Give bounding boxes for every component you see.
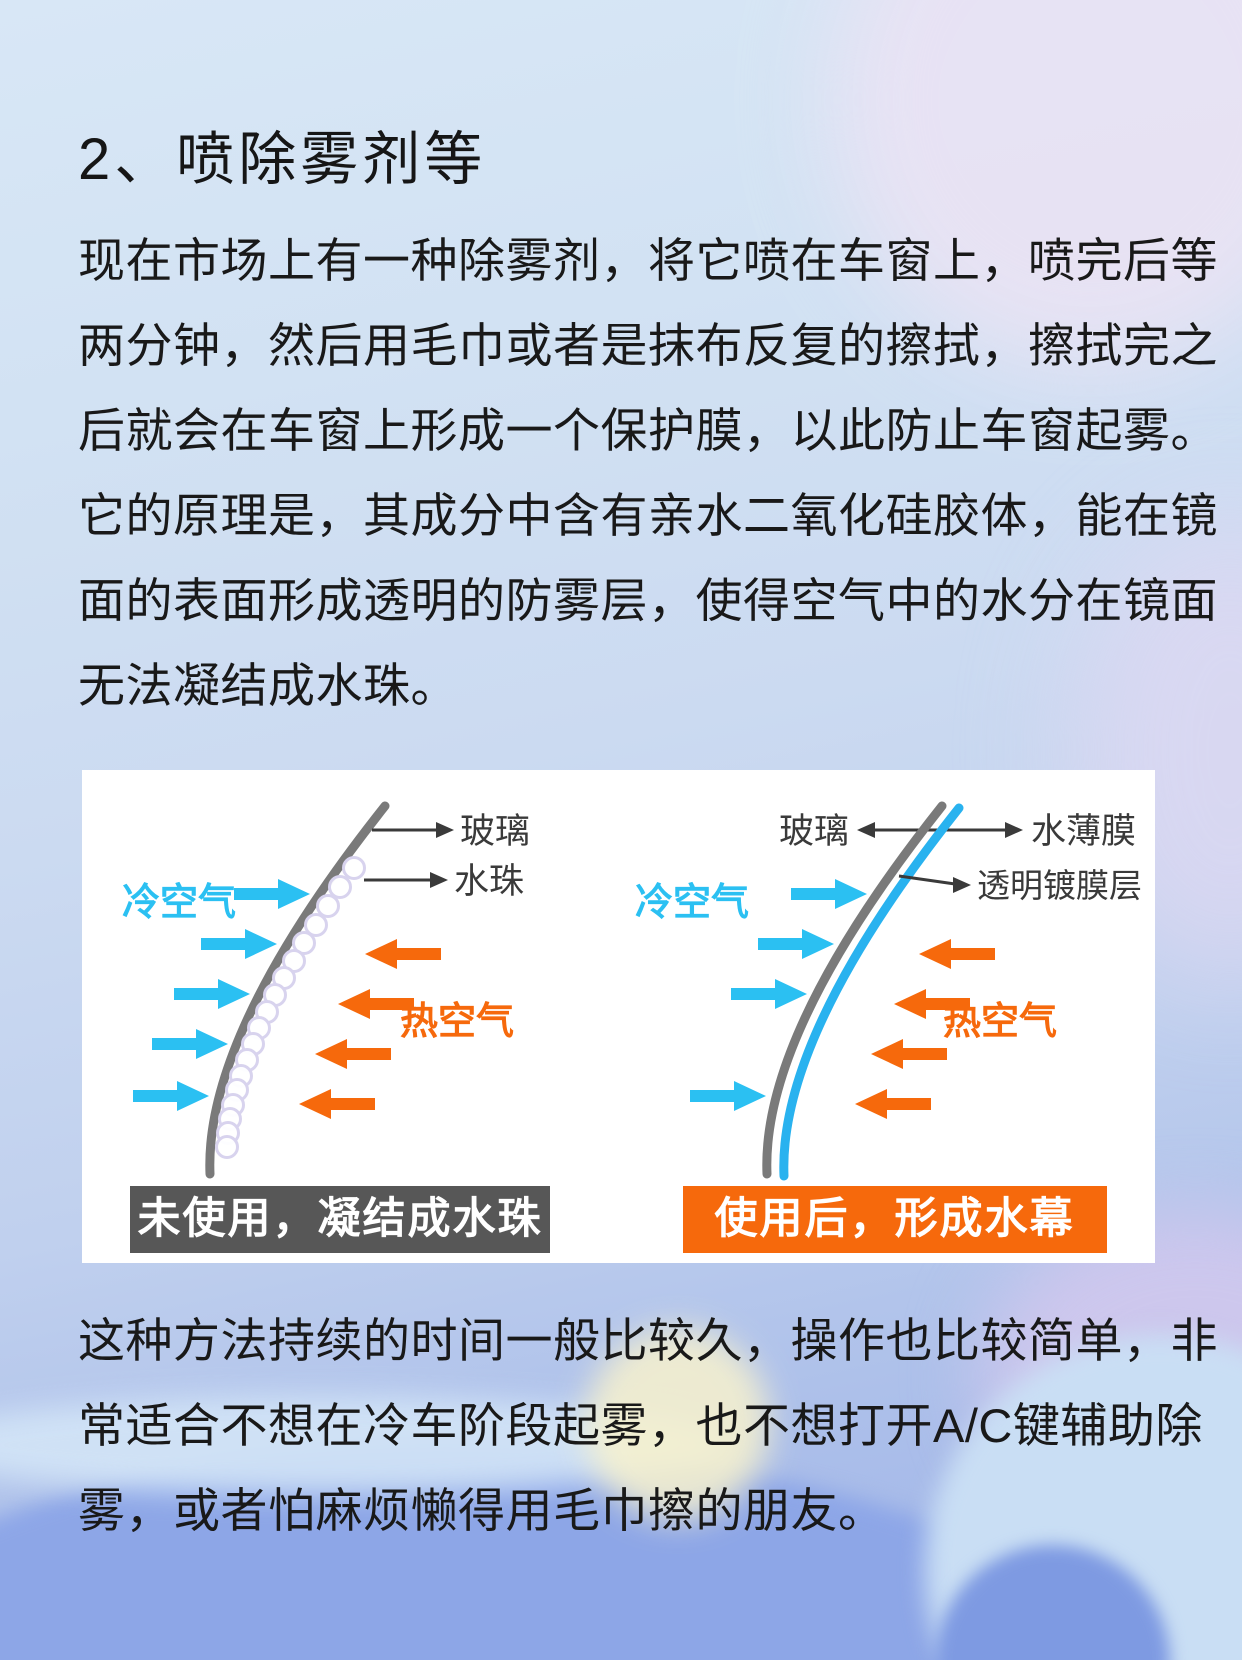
cold-air-label: 冷空气: [635, 882, 749, 924]
text-line: 这种方法持续的时间一般比较久，操作也比较简单，非: [78, 1314, 1218, 1367]
coating-label: 透明镀膜层: [977, 867, 1142, 904]
water-droplets: [215, 856, 366, 1159]
glass-leader-arrowhead: [436, 822, 454, 838]
diagram-after: 玻璃 水薄膜 透明镀膜层 冷空气 热空气: [619, 770, 1156, 1263]
water-film-label: 水薄膜: [1031, 812, 1136, 851]
paragraph-intro: 现在市场上有一种除雾剂，将它喷在车窗上，喷完后等 两分钟，然后用毛巾或者是抹布反…: [78, 218, 1218, 728]
diagram-panel: 玻璃 水珠 冷空气 热空气: [82, 770, 1155, 1263]
diagram-before: 玻璃 水珠 冷空气 热空气: [82, 770, 619, 1263]
film-leader-arrowhead: [1004, 822, 1023, 838]
glass-label: 玻璃: [460, 812, 530, 851]
droplet-leader-arrowhead: [430, 872, 448, 888]
water-film-curve: [778, 803, 963, 1181]
glass-leader-arrowhead: [856, 822, 875, 838]
diagram-before-svg: 玻璃 水珠 冷空气 热空气: [122, 801, 530, 1179]
caption-before: 未使用，凝结成水珠: [130, 1186, 550, 1253]
text-line: 现在市场上有一种除雾剂，将它喷在车窗上，喷完后等: [78, 234, 1218, 287]
coating-leader-line: [898, 874, 955, 886]
text-line: 无法凝结成水珠。: [78, 659, 458, 712]
text-line: 两分钟，然后用毛巾或者是抹布反复的擦拭，擦拭完之: [78, 319, 1218, 372]
text-line: 雾，或者怕麻烦懒得用毛巾擦的朋友。: [78, 1484, 886, 1537]
text-line: 常适合不想在冷车阶段起雾，也不想打开A/C键辅助除: [78, 1399, 1203, 1452]
glass-curve: [205, 801, 390, 1179]
hot-air-label: 热空气: [400, 1001, 514, 1043]
paragraph-outro: 这种方法持续的时间一般比较久，操作也比较简单，非 常适合不想在冷车阶段起雾，也不…: [78, 1298, 1218, 1553]
droplet-label: 水珠: [454, 862, 524, 901]
text-line: 后就会在车窗上形成一个保护膜，以此防止车窗起雾。: [78, 404, 1218, 457]
cold-air-label: 冷空气: [122, 882, 236, 924]
caption-after: 使用后，形成水幕: [682, 1186, 1107, 1253]
text-line: 它的原理是，其成分中含有亲水二氧化硅胶体，能在镜: [78, 489, 1218, 542]
coating-leader-arrowhead: [952, 877, 971, 893]
glass-curve: [761, 801, 946, 1179]
glass-label: 玻璃: [778, 812, 848, 851]
text-line: 面的表面形成透明的防雾层，使得空气中的水分在镜面: [78, 574, 1218, 627]
bg-blob-yellow-glow: [585, 1328, 770, 1520]
diagram-after-svg: 玻璃 水薄膜 透明镀膜层 冷空气 热空气: [635, 801, 1142, 1181]
section-title: 2、喷除雾剂等: [78, 127, 487, 192]
